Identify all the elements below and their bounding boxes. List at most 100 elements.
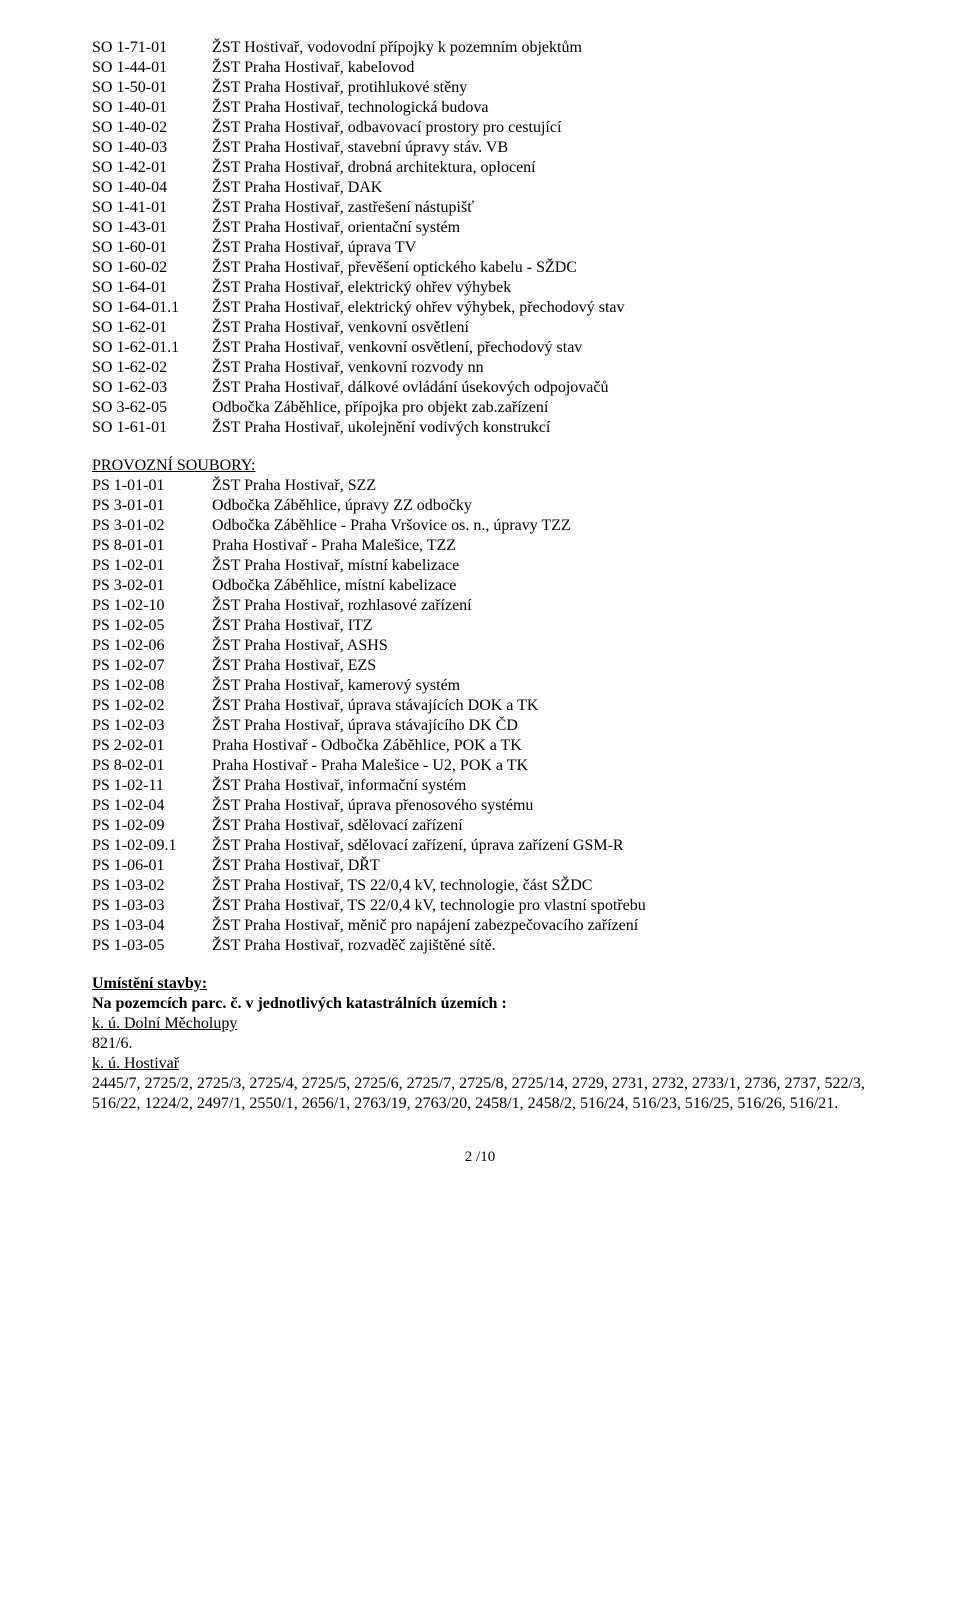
ps-desc: ŽST Praha Hostivař, úprava přenosového s… [212,796,868,816]
ku-hostivar-body: 2445/7, 2725/2, 2725/3, 2725/4, 2725/5, … [92,1074,868,1114]
ps-desc: ŽST Praha Hostivař, úprava stávajících D… [212,696,868,716]
ps-code: PS 1-02-07 [92,656,212,676]
so-code: SO 1-50-01 [92,78,212,98]
so-code: SO 1-44-01 [92,58,212,78]
so-code: SO 1-40-02 [92,118,212,138]
so-row: SO 1-44-01ŽST Praha Hostivař, kabelovod [92,58,868,78]
ps-row: PS 1-02-02ŽST Praha Hostivař, úprava stá… [92,696,868,716]
ps-desc: Praha Hostivař - Odbočka Záběhlice, POK … [212,736,868,756]
so-desc: ŽST Praha Hostivař, technologická budova [212,98,868,118]
ps-code: PS 1-03-04 [92,916,212,936]
so-desc: ŽST Praha Hostivař, převěšení optického … [212,258,868,278]
so-row: SO 1-41-01ŽST Praha Hostivař, zastřešení… [92,198,868,218]
ps-row: PS 1-02-10ŽST Praha Hostivař, rozhlasové… [92,596,868,616]
so-desc: ŽST Hostivař, vodovodní přípojky k pozem… [212,38,868,58]
ps-code: PS 3-01-01 [92,496,212,516]
so-code: SO 1-64-01 [92,278,212,298]
so-row: SO 1-64-01.1ŽST Praha Hostivař, elektric… [92,298,868,318]
ps-code: PS 1-02-11 [92,776,212,796]
ps-desc: ŽST Praha Hostivař, rozvaděč zajištěné s… [212,936,868,956]
so-desc: Odbočka Záběhlice, přípojka pro objekt z… [212,398,868,418]
so-desc: ŽST Praha Hostivař, venkovní osvětlení [212,318,868,338]
so-row: SO 1-64-01ŽST Praha Hostivař, elektrický… [92,278,868,298]
location-heading2: Na pozemcích parc. č. v jednotlivých kat… [92,994,868,1014]
ps-code: PS 1-02-05 [92,616,212,636]
ps-row: PS 1-02-09ŽST Praha Hostivař, sdělovací … [92,816,868,836]
ps-desc: ŽST Praha Hostivař, sdělovací zařízení, … [212,836,868,856]
ps-code: PS 1-03-03 [92,896,212,916]
ps-row: PS 8-01-01Praha Hostivař - Praha Malešic… [92,536,868,556]
ps-desc: ŽST Praha Hostivař, měnič pro napájení z… [212,916,868,936]
ps-row: PS 1-02-06ŽST Praha Hostivař, ASHS [92,636,868,656]
so-code: SO 1-60-02 [92,258,212,278]
ps-desc: ŽST Praha Hostivař, TS 22/0,4 kV, techno… [212,876,868,896]
ps-desc: ŽST Praha Hostivař, místní kabelizace [212,556,868,576]
so-code: SO 1-43-01 [92,218,212,238]
so-desc: ŽST Praha Hostivař, ukolejnění vodivých … [212,418,868,438]
so-desc: ŽST Praha Hostivař, elektrický ohřev výh… [212,278,868,298]
ps-row: PS 1-02-11ŽST Praha Hostivař, informační… [92,776,868,796]
so-row: SO 1-40-04ŽST Praha Hostivař, DAK [92,178,868,198]
ps-section-header: PROVOZNÍ SOUBORY: [92,456,868,476]
page: SO 1-71-01ŽST Hostivař, vodovodní přípoj… [0,0,960,1197]
so-desc: ŽST Praha Hostivař, kabelovod [212,58,868,78]
so-row: SO 1-62-03ŽST Praha Hostivař, dálkové ov… [92,378,868,398]
ps-desc: ŽST Praha Hostivař, úprava stávajícího D… [212,716,868,736]
so-code: SO 1-61-01 [92,418,212,438]
ps-desc: Odbočka Záběhlice - Praha Vršovice os. n… [212,516,868,536]
ps-desc: Odbočka Záběhlice, místní kabelizace [212,576,868,596]
ps-desc: ŽST Praha Hostivař, ASHS [212,636,868,656]
ps-code: PS 1-06-01 [92,856,212,876]
so-row: SO 1-43-01ŽST Praha Hostivař, orientační… [92,218,868,238]
ps-row: PS 3-01-02Odbočka Záběhlice - Praha Vršo… [92,516,868,536]
so-row: SO 1-40-03ŽST Praha Hostivař, stavební ú… [92,138,868,158]
ku-dolni-mecholupy-label: k. ú. Dolní Měcholupy [92,1014,868,1034]
ps-code: PS 1-02-03 [92,716,212,736]
ps-desc: Odbočka Záběhlice, úpravy ZZ odbočky [212,496,868,516]
so-row: SO 1-40-01ŽST Praha Hostivař, technologi… [92,98,868,118]
ps-code: PS 3-02-01 [92,576,212,596]
so-desc: ŽST Praha Hostivař, venkovní osvětlení, … [212,338,868,358]
ps-row: PS 1-02-08ŽST Praha Hostivař, kamerový s… [92,676,868,696]
ps-desc: ŽST Praha Hostivař, EZS [212,656,868,676]
ps-desc: ŽST Praha Hostivař, ITZ [212,616,868,636]
ps-row: PS 1-01-01ŽST Praha Hostivař, SZZ [92,476,868,496]
ps-code: PS 1-03-02 [92,876,212,896]
ps-row: PS 8-02-01Praha Hostivař - Praha Malešic… [92,756,868,776]
ps-row: PS 1-02-04ŽST Praha Hostivař, úprava pře… [92,796,868,816]
ps-desc: ŽST Praha Hostivař, sdělovací zařízení [212,816,868,836]
so-desc: ŽST Praha Hostivař, venkovní rozvody nn [212,358,868,378]
so-desc: ŽST Praha Hostivař, DAK [212,178,868,198]
ps-list: PS 1-01-01ŽST Praha Hostivař, SZZPS 3-01… [92,476,868,956]
ps-row: PS 3-01-01Odbočka Záběhlice, úpravy ZZ o… [92,496,868,516]
so-row: SO 1-40-02ŽST Praha Hostivař, odbavovací… [92,118,868,138]
so-code: SO 1-62-01.1 [92,338,212,358]
ps-row: PS 1-02-01ŽST Praha Hostivař, místní kab… [92,556,868,576]
so-desc: ŽST Praha Hostivař, drobná architektura,… [212,158,868,178]
ps-desc: ŽST Praha Hostivař, kamerový systém [212,676,868,696]
ps-code: PS 1-02-01 [92,556,212,576]
so-code: SO 1-41-01 [92,198,212,218]
so-code: SO 1-40-03 [92,138,212,158]
so-code: SO 1-42-01 [92,158,212,178]
ps-row: PS 1-03-04ŽST Praha Hostivař, měnič pro … [92,916,868,936]
ku-dolni-mecholupy-body: 821/6. [92,1034,868,1054]
ps-desc: ŽST Praha Hostivař, informační systém [212,776,868,796]
so-code: SO 1-62-02 [92,358,212,378]
ps-row: PS 1-03-02ŽST Praha Hostivař, TS 22/0,4 … [92,876,868,896]
ps-code: PS 1-02-08 [92,676,212,696]
so-row: SO 3-62-05Odbočka Záběhlice, přípojka pr… [92,398,868,418]
page-footer: 2 /10 [92,1148,868,1167]
so-desc: ŽST Praha Hostivař, protihlukové stěny [212,78,868,98]
so-code: SO 3-62-05 [92,398,212,418]
so-code: SO 1-62-01 [92,318,212,338]
ps-desc: ŽST Praha Hostivař, rozhlasové zařízení [212,596,868,616]
so-row: SO 1-62-01.1ŽST Praha Hostivař, venkovní… [92,338,868,358]
so-desc: ŽST Praha Hostivař, úprava TV [212,238,868,258]
so-row: SO 1-60-01ŽST Praha Hostivař, úprava TV [92,238,868,258]
so-row: SO 1-60-02ŽST Praha Hostivař, převěšení … [92,258,868,278]
ps-desc: ŽST Praha Hostivař, DŘT [212,856,868,876]
so-code: SO 1-62-03 [92,378,212,398]
ps-code: PS 8-01-01 [92,536,212,556]
so-row: SO 1-71-01ŽST Hostivař, vodovodní přípoj… [92,38,868,58]
